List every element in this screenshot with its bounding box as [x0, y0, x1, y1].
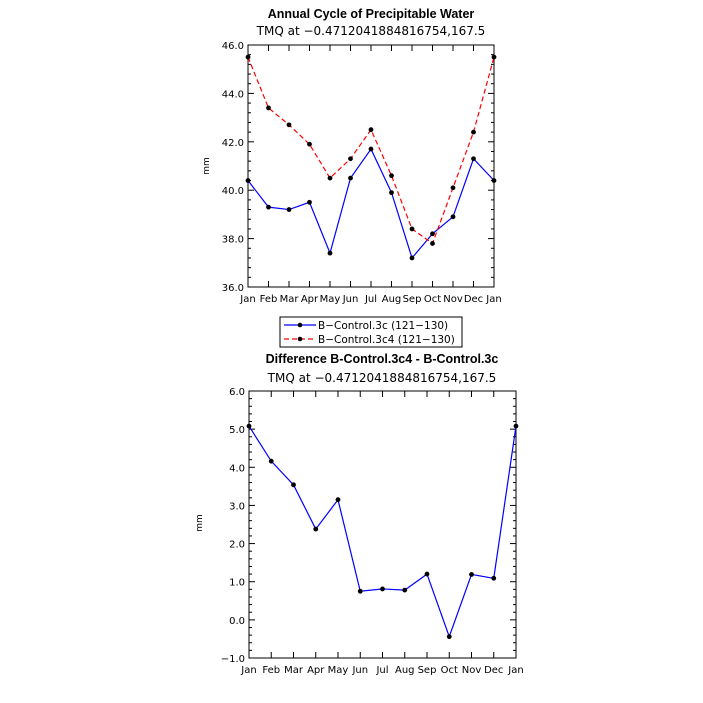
x-tick-label: Jul	[375, 665, 388, 676]
chart-title: Difference B-Control.3c4 - B-Control.3c	[266, 352, 499, 366]
series-2-point	[266, 105, 271, 111]
series-1-point	[327, 250, 333, 256]
y-axis-label: mm	[195, 514, 205, 532]
y-tick-label: 42.0	[222, 138, 244, 149]
x-tick-label: Nov	[443, 294, 463, 305]
y-tick-label: 40.0	[222, 186, 244, 197]
plot-frame	[248, 390, 517, 659]
x-tick-label: Mar	[280, 294, 300, 305]
x-tick-label: Dec	[484, 665, 503, 676]
series-1-point	[491, 575, 497, 581]
x-tick-label: Oct	[424, 294, 441, 305]
series-2-point	[430, 241, 435, 246]
x-tick-label: May	[320, 294, 341, 305]
legend-label-series-2: B−Control.3c4 (121−130)	[318, 334, 455, 346]
y-tick-label: 46.0	[222, 41, 244, 52]
series-1-point	[246, 423, 252, 429]
series-2-point	[286, 122, 292, 128]
chart-title: Annual Cycle of Precipitable Water	[268, 7, 475, 21]
x-tick-label: Jun	[342, 294, 359, 305]
y-tick-label: −1.0	[221, 654, 245, 665]
y-tick-label: 4.0	[229, 463, 245, 474]
x-tick-label: Jan	[485, 294, 501, 305]
x-tick-label: Aug	[395, 665, 415, 676]
x-tick-label: Mar	[284, 665, 304, 676]
series-1-point	[402, 587, 408, 593]
x-tick-label: Jun	[351, 665, 368, 676]
series-2-point	[307, 141, 312, 147]
annual-cycle-chart: Annual Cycle of Precipitable Water TMQ a…	[202, 7, 502, 348]
series-2-point	[327, 175, 333, 181]
series-2-point	[368, 127, 374, 133]
series-1-point	[348, 175, 353, 181]
series-2-point	[245, 54, 251, 60]
series-1-point	[291, 482, 296, 488]
series-1-point	[389, 190, 394, 196]
series-line-1	[248, 425, 517, 639]
y-tick-label: 36.0	[222, 283, 244, 294]
x-tick-label: Jan	[240, 665, 256, 676]
x-tick-label: Nov	[462, 665, 482, 676]
x-tick-label: Jan	[507, 665, 523, 676]
series-2-point	[348, 156, 353, 162]
series-1-point	[313, 526, 319, 532]
legend-marker-red	[297, 336, 303, 342]
series-1-point	[471, 156, 476, 162]
x-tick-label: Sep	[403, 294, 422, 305]
series-1-point	[380, 586, 385, 592]
series-1-point	[409, 255, 415, 261]
y-tick-label: 44.0	[222, 89, 244, 100]
chart-subtitle: TMQ at −0.4712041884816754,167.5	[256, 24, 486, 38]
x-tick-label: Apr	[301, 294, 319, 305]
x-tick-label: May	[328, 665, 349, 676]
x-tick-label: Jul	[364, 294, 377, 305]
x-tick-label: Sep	[418, 665, 437, 676]
series-1-point	[268, 458, 274, 464]
series-1-point	[245, 178, 251, 183]
series-1-point	[491, 178, 497, 183]
x-tick-label: Oct	[441, 665, 458, 676]
series-1-point	[424, 571, 430, 577]
x-tick-label: Dec	[464, 294, 483, 305]
series-2-point	[491, 54, 497, 60]
series-line-1	[247, 147, 495, 260]
y-tick-label: 3.0	[229, 501, 245, 512]
x-tick-label: Jan	[239, 294, 255, 305]
series-1-point	[307, 199, 312, 205]
series-1-point	[513, 423, 519, 429]
legend: B−Control.3c (121−130) B−Control.3c4 (12…	[279, 316, 463, 348]
legend-label-series-1: B−Control.3c (121−130)	[318, 320, 448, 332]
legend-marker-blue	[297, 322, 303, 328]
difference-chart: Difference B-Control.3c4 - B-Control.3c …	[195, 352, 524, 676]
series-1-point	[446, 634, 452, 640]
x-tick-label: Feb	[262, 665, 280, 676]
x-tick-label: Feb	[260, 294, 278, 305]
series-2-point	[389, 173, 394, 179]
series-1-point	[430, 231, 435, 237]
series-1-point	[469, 572, 474, 577]
legend-box	[279, 316, 463, 348]
series-2-point	[450, 185, 456, 191]
series-1-point	[368, 146, 374, 152]
y-tick-label: 5.0	[229, 425, 245, 436]
x-tick-label: Apr	[307, 665, 325, 676]
y-tick-label: 38.0	[222, 235, 244, 246]
y-tick-label: 6.0	[229, 387, 245, 398]
y-tick-label: 1.0	[229, 578, 245, 589]
x-tick-label: Aug	[382, 294, 402, 305]
series-1-point	[286, 207, 292, 212]
y-axis-label: mm	[202, 157, 212, 175]
series-1-point	[357, 588, 363, 594]
chart-subtitle: TMQ at −0.4712041884816754,167.5	[267, 371, 497, 385]
series-1-point	[450, 214, 456, 220]
series-2-point	[409, 226, 415, 232]
series-1-point	[335, 497, 341, 503]
plot-frame	[247, 44, 495, 288]
y-tick-label: 0.0	[229, 616, 245, 627]
series-2-point	[471, 129, 476, 135]
y-tick-label: 2.0	[229, 540, 245, 551]
series-1-point	[266, 204, 271, 210]
